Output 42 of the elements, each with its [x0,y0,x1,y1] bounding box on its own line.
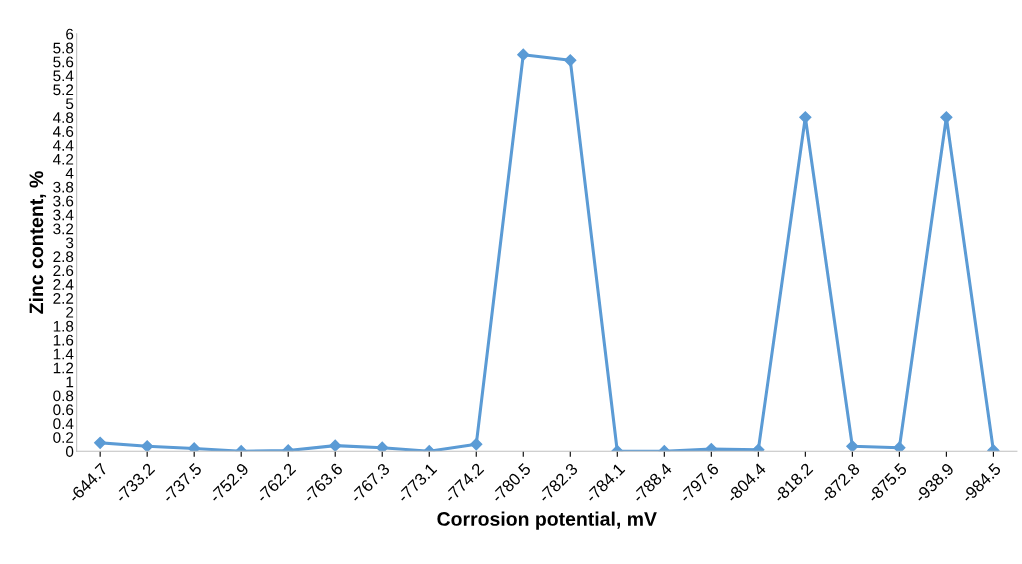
y-tick-label: 3.2 [53,223,74,235]
y-tick-label: 0.8 [53,390,74,402]
y-tick-label: 3 [65,237,74,249]
y-tick-label: 1.4 [53,348,74,360]
point [329,439,342,452]
y-tick-label: 3.4 [53,209,74,221]
y-tick-label: 1.6 [53,334,74,346]
y-tick-label: 5.8 [53,42,74,54]
x-axis-title: Corrosion potential, mV [437,511,657,530]
y-tick-label: 5.2 [53,84,74,96]
y-tick-label: 0.4 [53,418,74,430]
y-tick-label: 4.4 [52,140,74,151]
point [188,442,201,452]
y-tick-label: 1.8 [53,320,74,332]
point [376,441,389,452]
y-tick-label: 2.8 [53,251,74,263]
y-tick-label: 1 [66,376,74,388]
y-tick-label: 4 [65,167,74,179]
y-tick-label: 2.4 [53,279,74,290]
point [564,54,577,67]
y-axis-title: Zinc content, % [28,171,47,314]
y-tick-label: 0.6 [53,404,74,416]
y-tick-label: 6 [66,28,74,40]
point [517,48,530,61]
y-tick-label: 5 [65,98,74,110]
point [470,438,483,451]
y-tick-label: 0 [65,446,74,457]
point [846,440,859,452]
point [893,441,906,452]
y-tick-label: 0.2 [53,432,74,443]
y-tick-label: 2 [66,306,74,318]
y-tick-label: 4.8 [52,112,74,123]
y-tick-label: 4.6 [52,126,74,137]
y-tick-label: 5.4 [53,70,74,82]
y-tick-label: 3.6 [53,195,74,207]
y-tick-label: 3.8 [53,181,74,193]
y-tick-label: 5.6 [53,56,74,68]
point [94,436,107,449]
y-tick-label: 2.6 [53,265,74,277]
y-tick-label: 4.2 [52,153,74,165]
y-tick-label: 1.2 [53,362,74,374]
y-tick-label: 2.2 [53,293,74,304]
